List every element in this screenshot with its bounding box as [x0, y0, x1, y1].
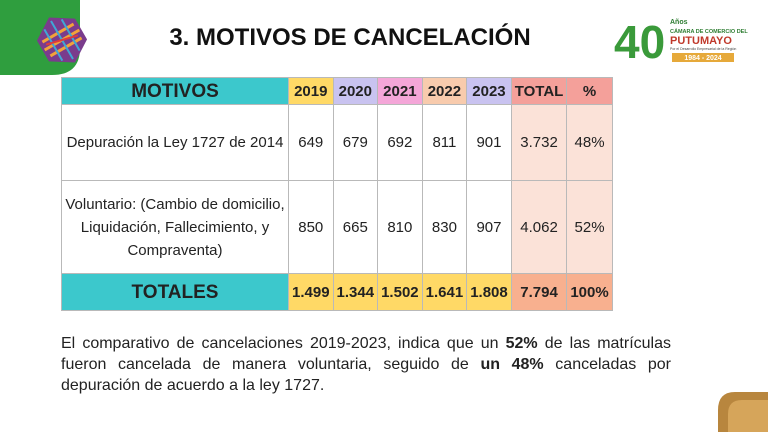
table-cell: 52%: [566, 180, 613, 274]
corner-shape: [728, 400, 768, 432]
table-cell: 1.344: [332, 273, 379, 311]
logo-number: 40: [614, 16, 665, 66]
table-cell: 679: [332, 104, 379, 181]
logo-band: [672, 53, 734, 62]
bold-text: 52%: [505, 335, 538, 352]
table-cell: 901: [466, 104, 512, 181]
logo-text: CÁMARA DE COMERCIO DEL: [670, 28, 748, 35]
column-header: 2021: [377, 77, 423, 105]
woven-image: [36, 17, 88, 63]
table-cell: 692: [377, 104, 423, 181]
column-header: TOTAL: [510, 77, 568, 105]
table-cell: 1.499: [288, 273, 334, 311]
table-cell: 665: [332, 180, 379, 274]
logo-text: Por el Desarrollo Empresarial de la Regi…: [670, 47, 736, 51]
text: El comparativo de cancelaciones 2019-202…: [61, 335, 506, 352]
totals-row: TOTALES 1.499 1.344 1.502 1.641 1.808 7.794 100…: [61, 273, 613, 311]
table-cell: 3.732: [510, 104, 568, 181]
table-cell: TOTALES: [61, 273, 289, 311]
logo-text: 1984 - 2024: [684, 55, 721, 62]
table-cell: 830: [421, 180, 468, 274]
column-header: 2020: [332, 77, 379, 105]
logo-text: Años: [670, 19, 688, 26]
table-cell: 811: [421, 104, 468, 181]
table-cell: 907: [466, 180, 512, 274]
column-header: 2022: [421, 77, 468, 105]
bold-text: un 48%: [480, 356, 544, 373]
column-header: MOTIVOS: [61, 77, 289, 105]
cancellation-table: MOTIVOS 2019 2020 2021 2022 2023 TOTAL% Depurac…: [61, 77, 613, 311]
text: canceladas por depuración de acuerdo a l…: [61, 356, 671, 394]
column-header: 2023: [466, 77, 512, 105]
data-row: Depuración la Ley 1727 de 2014 649 679 692 8…: [61, 104, 613, 181]
table-cell: 1.502: [377, 273, 423, 311]
column-header: 2019: [288, 77, 334, 105]
header-row: MOTIVOS 2019 2020 2021 2022 2023 TOTAL%: [61, 77, 613, 105]
table-cell: 1.808: [466, 273, 512, 311]
table-cell: 7.794: [510, 273, 568, 311]
table-cell: Depuración la Ley 1727 de 2014: [61, 104, 289, 181]
table-cell: 1.641: [421, 273, 468, 311]
table-cell: 100%: [566, 273, 613, 311]
table-cell: 810: [377, 180, 423, 274]
table-cell: 48%: [566, 104, 613, 181]
data-row: Voluntario: (Cambio de domicilio, Liquid…: [61, 180, 613, 274]
logo: 40 Años CÁMARA DE COMERCIO DEL PUTUMAYO …: [614, 16, 748, 66]
table-cell: Voluntario: (Cambio de domicilio, Liquid…: [61, 180, 289, 274]
logo-text: PUTUMAYO: [670, 35, 732, 47]
summary-paragraph: El comparativo de cancelaciones 2019-202…: [61, 333, 671, 396]
column-header: %: [566, 77, 613, 105]
text: de las matrículas fueron cancelada de ma…: [61, 335, 671, 373]
table-cell: 4.062: [510, 180, 568, 274]
slide-title: 3. MOTIVOS DE CANCELACIÓN: [169, 24, 531, 51]
table-cell: 649: [288, 104, 334, 181]
table-cell: 850: [288, 180, 334, 274]
